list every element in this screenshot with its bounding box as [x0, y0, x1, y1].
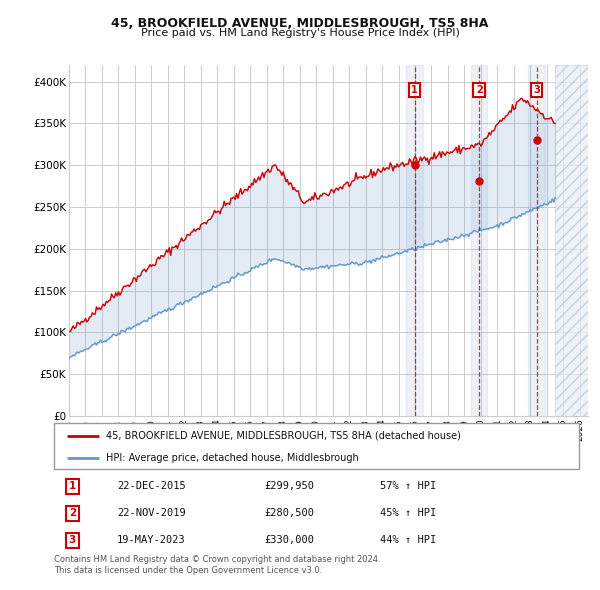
Bar	[471, 65, 487, 416]
Text: 3: 3	[69, 536, 76, 546]
Text: £330,000: £330,000	[264, 536, 314, 546]
Text: 45, BROOKFIELD AVENUE, MIDDLESBROUGH, TS5 8HA (detached house): 45, BROOKFIELD AVENUE, MIDDLESBROUGH, TS…	[107, 431, 461, 441]
Text: 2: 2	[476, 85, 482, 95]
Text: 45% ↑ HPI: 45% ↑ HPI	[380, 509, 436, 519]
Text: Contains HM Land Registry data © Crown copyright and database right 2024.: Contains HM Land Registry data © Crown c…	[54, 555, 380, 563]
Text: 22-DEC-2015: 22-DEC-2015	[117, 481, 186, 491]
Bar	[529, 65, 545, 416]
Bar	[406, 65, 423, 416]
Text: £299,950: £299,950	[264, 481, 314, 491]
Text: 44% ↑ HPI: 44% ↑ HPI	[380, 536, 436, 546]
Text: 57% ↑ HPI: 57% ↑ HPI	[380, 481, 436, 491]
Text: This data is licensed under the Open Government Licence v3.0.: This data is licensed under the Open Gov…	[54, 566, 322, 575]
Bar	[555, 65, 588, 416]
Text: 45, BROOKFIELD AVENUE, MIDDLESBROUGH, TS5 8HA: 45, BROOKFIELD AVENUE, MIDDLESBROUGH, TS…	[112, 17, 488, 30]
Text: 1: 1	[69, 481, 76, 491]
Text: 1: 1	[411, 85, 418, 95]
Text: 22-NOV-2019: 22-NOV-2019	[117, 509, 186, 519]
Text: 2: 2	[69, 509, 76, 519]
Text: £280,500: £280,500	[264, 509, 314, 519]
Text: 3: 3	[533, 85, 540, 95]
Text: HPI: Average price, detached house, Middlesbrough: HPI: Average price, detached house, Midd…	[107, 453, 359, 463]
Text: 19-MAY-2023: 19-MAY-2023	[117, 536, 186, 546]
FancyBboxPatch shape	[54, 423, 579, 469]
Text: Price paid vs. HM Land Registry's House Price Index (HPI): Price paid vs. HM Land Registry's House …	[140, 28, 460, 38]
